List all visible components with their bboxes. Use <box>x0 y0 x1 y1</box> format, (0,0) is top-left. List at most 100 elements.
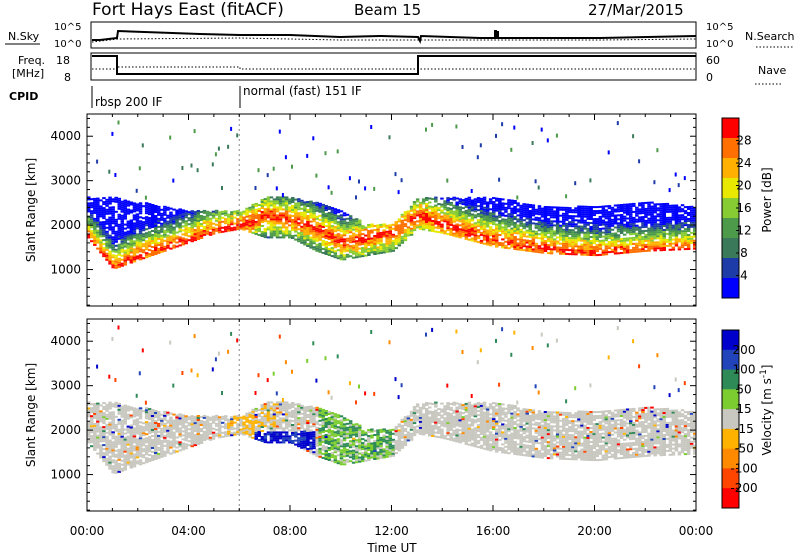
power-echo-cell <box>358 239 362 242</box>
velocity-echo-cell <box>154 410 158 412</box>
velocity-echo-cell <box>144 453 149 456</box>
velocity-echo-cell <box>196 429 201 431</box>
power-echo-cell <box>662 247 666 249</box>
power-echo-cell <box>382 235 386 238</box>
power-echo-cell <box>318 238 322 241</box>
power-echo-cell <box>385 232 389 235</box>
power-echo-cell <box>157 221 161 224</box>
power-echo-cell <box>144 236 149 239</box>
velocity-echo-cell <box>190 439 194 442</box>
velocity-echo-cell <box>114 459 118 462</box>
velocity-echo-cell <box>190 445 194 448</box>
power-echo-cell <box>619 226 624 228</box>
power-echo-cell <box>549 244 554 247</box>
power-echo-cell <box>123 213 127 216</box>
power-echo-cell <box>680 230 685 233</box>
power-echo-cell <box>513 212 517 214</box>
velocity-echo-cell <box>126 453 131 456</box>
power-echo-cell <box>315 233 319 236</box>
power-echo-cell <box>519 238 523 241</box>
power-echo-cell <box>318 250 322 253</box>
power-echo-cell <box>571 223 575 226</box>
power-echo-cell <box>543 210 548 212</box>
power-echo-cell <box>583 215 587 218</box>
power-echo-cell <box>592 240 596 243</box>
velocity-echo-cell <box>196 433 201 435</box>
velocity-echo-cell <box>160 419 164 422</box>
nave-label: Nave <box>758 64 786 77</box>
power-echo-cell <box>114 234 118 237</box>
power-echo-cell <box>184 210 188 213</box>
power-echo-cell <box>522 223 526 226</box>
power-echo-cell <box>93 233 97 236</box>
power-echo-cell <box>348 229 353 232</box>
power-echo-cell <box>552 238 557 241</box>
velocity-echo-cell <box>217 436 222 439</box>
power-echo-cell <box>126 212 131 215</box>
velocity-echo-cell <box>230 434 234 437</box>
power-echo-cell <box>300 207 304 210</box>
velocity-echo-cell <box>126 449 131 452</box>
power-echo-cell <box>342 242 347 245</box>
power-echo-cell <box>513 236 517 238</box>
power-echo-cell <box>580 249 584 252</box>
power-echo-cell <box>513 210 517 212</box>
power-echo-cell <box>144 206 149 209</box>
power-echo-cell <box>498 212 502 214</box>
power-echo-cell <box>485 241 490 244</box>
power-echo-cell <box>102 235 106 238</box>
power-echo-cell <box>485 205 490 208</box>
power-echo-cell <box>236 218 240 221</box>
power-echo-cell <box>132 214 137 217</box>
power-echo-cell <box>342 256 347 259</box>
velocity-echo-cell <box>157 414 161 417</box>
power-echo-cell <box>135 221 140 224</box>
power-echo-cell <box>586 237 590 240</box>
power-echo-cell <box>284 196 289 199</box>
power-echo-cell <box>90 230 94 233</box>
velocity-echo-cell <box>190 431 194 434</box>
power-echo-cell <box>291 199 295 201</box>
power-echo-cell <box>114 262 118 265</box>
power-echo-cell <box>653 217 657 220</box>
power-echo-cell <box>336 235 341 238</box>
velocity-echo-cell <box>193 430 198 433</box>
velocity-echo-cell <box>93 432 97 435</box>
power-echo-cell <box>473 236 478 239</box>
power-echo-cell <box>629 215 633 218</box>
velocity-echo-cell <box>93 436 97 439</box>
power-echo-cell <box>647 207 651 210</box>
power-echo-cell <box>601 249 606 252</box>
power-scatter-cell <box>336 149 339 154</box>
velocity-echo-cell <box>275 423 280 426</box>
power-echo-cell <box>632 242 636 245</box>
power-echo-cell <box>504 230 508 233</box>
power-echo-cell <box>443 214 447 217</box>
power-echo-cell <box>263 210 268 213</box>
velocity-echo-cell <box>102 428 106 431</box>
power-echo-cell <box>479 227 484 230</box>
cpid-mode-1: rbsp 200 IF <box>95 95 162 109</box>
power-echo-cell <box>571 253 575 256</box>
velocity-echo-cell <box>120 405 124 408</box>
power-echo-cell <box>653 215 657 218</box>
velocity-echo-cell <box>211 431 216 434</box>
power-echo-cell <box>211 232 216 235</box>
power-echo-cell <box>540 225 545 228</box>
power-echo-cell <box>619 248 624 250</box>
velocity-echo-cell <box>87 435 91 438</box>
power-echo-cell <box>492 233 496 236</box>
velocity-echo-cell <box>281 437 286 440</box>
velocity-echo-cell <box>178 449 182 452</box>
power-echo-cell <box>367 236 371 238</box>
power-echo-cell <box>117 247 121 250</box>
velocity-echo-cell <box>263 425 268 428</box>
power-echo-cell <box>464 225 469 228</box>
power-echo-cell <box>309 244 313 247</box>
power-echo-cell <box>626 229 630 232</box>
power-echo-cell <box>345 247 350 250</box>
power-echo-cell <box>473 200 478 203</box>
velocity-echo-cell <box>187 440 191 443</box>
power-echo-cell <box>309 200 313 203</box>
power-echo-cell <box>613 234 618 237</box>
